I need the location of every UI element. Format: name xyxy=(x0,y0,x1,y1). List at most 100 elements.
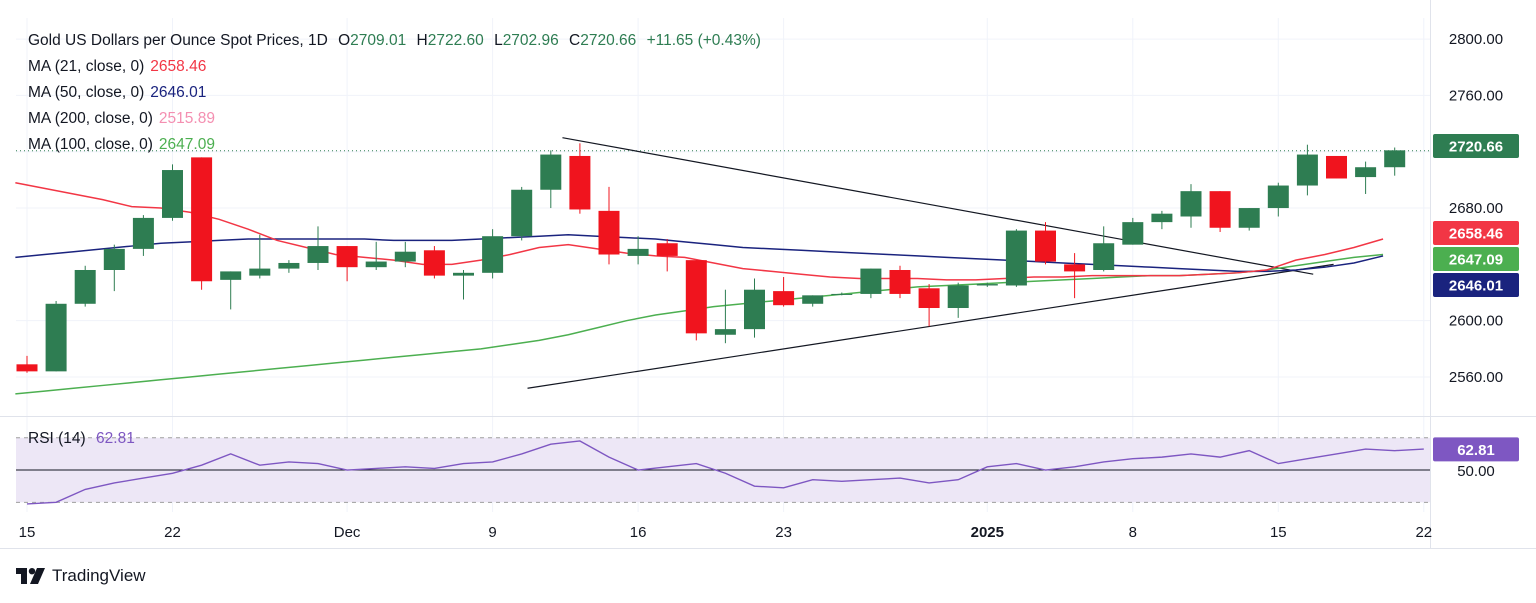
candle-body xyxy=(74,269,96,304)
candle-down xyxy=(918,284,940,327)
candle-up xyxy=(482,229,504,279)
candle-up xyxy=(1151,210,1173,230)
candle-body xyxy=(249,268,271,276)
candle-up xyxy=(1093,226,1115,272)
ma100-value: 2647.09 xyxy=(158,136,215,153)
candle-body xyxy=(918,288,940,309)
close-label: C xyxy=(569,32,581,49)
y-tick-label: 2560.00 xyxy=(1449,369,1503,386)
candle-body xyxy=(278,262,300,269)
candle-body xyxy=(1355,167,1377,178)
candle-up xyxy=(278,260,300,273)
candle-up xyxy=(1122,217,1144,245)
candle-body xyxy=(598,210,620,255)
candle-body xyxy=(773,291,795,306)
candle-body xyxy=(860,268,882,294)
candle-up xyxy=(511,186,533,241)
candle-down xyxy=(16,355,38,373)
y-tick-label: 2760.00 xyxy=(1449,87,1503,104)
candle-down xyxy=(889,265,911,299)
rsi-label: RSI (14) xyxy=(28,430,86,447)
candle-body xyxy=(627,248,649,256)
candle-body xyxy=(1267,185,1289,209)
ma100-label: MA (100, close, 0) xyxy=(28,136,153,153)
price-label: 2720.66 xyxy=(1433,134,1519,158)
candle-up xyxy=(249,234,271,279)
candle-up xyxy=(1180,184,1202,228)
grid-lines xyxy=(16,18,1430,512)
price-label: 2647.09 xyxy=(1433,247,1519,271)
candle-body xyxy=(1035,230,1056,262)
rsi-last-label-text: 62.81 xyxy=(1457,442,1495,459)
candle-body xyxy=(685,260,707,334)
candle-down xyxy=(1326,155,1347,179)
candle-body xyxy=(453,272,474,276)
candle-body xyxy=(976,284,998,286)
ma21-label: MA (21, close, 0) xyxy=(28,58,145,75)
price-axis[interactable]: 2800.002760.002720.002680.002600.002560.… xyxy=(1449,31,1503,386)
ma100-legend[interactable]: MA (100, close, 0) 2647.09 xyxy=(28,132,767,158)
candle-down xyxy=(569,143,591,214)
candle-up xyxy=(1384,147,1406,176)
open-label: O xyxy=(338,32,351,49)
candle-up xyxy=(394,241,416,268)
tradingview-brand[interactable]: TradingView xyxy=(16,566,146,586)
candle-body xyxy=(1122,222,1144,245)
ma200-value: 2515.89 xyxy=(158,110,215,127)
candle-up xyxy=(45,300,67,372)
candle-body xyxy=(103,248,125,270)
price-labels: 2720.66 2658.46 2647.09 2646.01 62.81 50.00 xyxy=(1433,134,1519,480)
candle-up xyxy=(860,268,882,299)
candle-up xyxy=(74,265,96,307)
x-tick-label: 16 xyxy=(630,524,647,541)
candle-down xyxy=(598,186,620,265)
y-tick-label: 2600.00 xyxy=(1449,313,1503,330)
high-value: 2722.60 xyxy=(427,32,484,49)
candle-body xyxy=(540,154,562,190)
candle-down xyxy=(191,157,213,290)
x-tick-label: 8 xyxy=(1129,524,1137,541)
x-tick-label: 2025 xyxy=(971,524,1004,541)
time-axis[interactable]: 15 22 Dec 9 16 23 2025 8 15 22 xyxy=(19,524,1432,541)
candle-body xyxy=(162,170,183,218)
candle-up xyxy=(627,236,649,265)
ma50-line xyxy=(15,234,1384,273)
candle-body xyxy=(656,243,678,256)
candle-down xyxy=(685,260,707,341)
candle-body xyxy=(511,189,533,237)
y-tick-label: 2800.00 xyxy=(1449,31,1503,48)
candle-body xyxy=(423,250,445,276)
candle-up xyxy=(947,282,969,318)
candle-up xyxy=(132,215,154,256)
x-tick-label: 15 xyxy=(1270,524,1287,541)
symbol-title[interactable]: Gold US Dollars per Ounce Spot Prices, 1… xyxy=(28,32,328,49)
candle-up xyxy=(103,244,125,292)
candle-body xyxy=(569,155,591,210)
x-tick-label: 22 xyxy=(164,524,181,541)
candle-body xyxy=(1064,264,1086,272)
price-label-text: 2647.09 xyxy=(1449,252,1503,269)
candle-body xyxy=(394,251,416,262)
candle-up xyxy=(365,241,387,270)
candle-down xyxy=(423,246,445,279)
candle-body xyxy=(714,329,736,335)
candle-body xyxy=(1384,150,1406,168)
candle-up xyxy=(162,164,183,221)
price-label-box xyxy=(1433,273,1519,297)
ma50-legend[interactable]: MA (50, close, 0) 2646.01 xyxy=(28,80,767,106)
ohlc-legend: Gold US Dollars per Ounce Spot Prices, 1… xyxy=(28,28,767,54)
candlesticks xyxy=(16,143,1406,373)
ma200-legend[interactable]: MA (200, close, 0) 2515.89 xyxy=(28,106,767,132)
candle-up xyxy=(1238,208,1260,231)
rsi-plot xyxy=(26,440,1424,505)
candle-body xyxy=(1180,191,1202,217)
candle-body xyxy=(831,293,853,295)
candle-body xyxy=(1209,191,1231,228)
rsi-legend[interactable]: RSI (14) 62.81 xyxy=(28,430,135,448)
trendline-ascending-support xyxy=(527,263,1334,389)
candle-body xyxy=(45,303,67,372)
candle-up xyxy=(1005,229,1027,287)
ma21-legend[interactable]: MA (21, close, 0) 2658.46 xyxy=(28,54,767,80)
candle-body xyxy=(1005,230,1027,286)
